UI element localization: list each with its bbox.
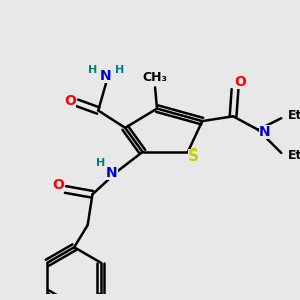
Text: O: O: [234, 75, 246, 88]
Text: O: O: [52, 178, 64, 192]
Text: S: S: [188, 148, 199, 163]
Text: N: N: [259, 125, 271, 139]
Text: N: N: [259, 125, 271, 139]
Text: H: H: [95, 158, 105, 169]
Text: H: H: [88, 65, 97, 75]
Text: O: O: [64, 94, 76, 108]
Text: N: N: [100, 69, 112, 83]
Text: Et: Et: [287, 149, 300, 162]
Text: N: N: [106, 166, 118, 180]
Text: H: H: [95, 158, 105, 169]
Text: O: O: [234, 75, 246, 88]
Text: H: H: [88, 65, 97, 75]
Text: N: N: [100, 69, 112, 83]
Text: S: S: [188, 149, 199, 164]
Text: H: H: [115, 65, 124, 75]
Text: Et: Et: [287, 149, 300, 162]
Text: CH₃: CH₃: [142, 71, 168, 84]
Text: Et: Et: [287, 109, 300, 122]
Text: N: N: [106, 166, 118, 180]
Text: O: O: [64, 94, 76, 108]
Text: O: O: [52, 178, 64, 192]
Text: Et: Et: [287, 109, 300, 122]
Text: CH₃: CH₃: [142, 71, 168, 84]
Text: H: H: [115, 65, 124, 75]
